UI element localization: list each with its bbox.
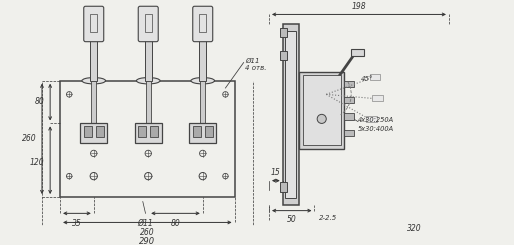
Bar — [135, 123, 162, 143]
Text: 45°: 45° — [361, 76, 373, 82]
Bar — [351, 49, 364, 56]
Text: 35: 35 — [72, 219, 82, 228]
FancyBboxPatch shape — [138, 6, 158, 42]
Text: 198: 198 — [352, 2, 366, 11]
Bar — [280, 183, 287, 192]
Bar — [283, 24, 299, 205]
Text: 80: 80 — [35, 97, 45, 106]
Bar — [193, 126, 201, 137]
Text: 260: 260 — [140, 228, 155, 237]
Bar — [280, 51, 287, 60]
Text: 50: 50 — [287, 215, 297, 224]
Bar — [199, 13, 206, 32]
Bar — [303, 75, 341, 145]
Bar — [344, 81, 354, 87]
Bar — [200, 81, 206, 126]
Bar — [189, 123, 216, 143]
Bar — [80, 123, 107, 143]
Bar — [199, 40, 206, 81]
Bar — [150, 126, 158, 137]
Bar — [299, 72, 344, 149]
Text: 5x30:400A: 5x30:400A — [358, 126, 394, 132]
Bar — [60, 81, 234, 197]
Text: 15: 15 — [270, 168, 280, 177]
Text: 4 отв.: 4 отв. — [245, 65, 267, 71]
Bar — [366, 116, 377, 122]
FancyBboxPatch shape — [84, 6, 104, 42]
Text: 120: 120 — [30, 158, 45, 167]
Bar — [370, 74, 380, 80]
FancyBboxPatch shape — [193, 6, 213, 42]
Bar — [96, 126, 104, 137]
Bar — [144, 13, 152, 32]
Text: 290: 290 — [139, 237, 155, 245]
Bar — [145, 81, 151, 126]
Bar — [280, 28, 287, 37]
Bar — [285, 31, 296, 198]
Text: 80: 80 — [171, 219, 180, 228]
Text: 320: 320 — [407, 224, 421, 233]
Ellipse shape — [82, 78, 105, 84]
Bar — [373, 95, 383, 101]
Circle shape — [317, 114, 326, 123]
Bar — [84, 126, 92, 137]
Bar — [344, 97, 354, 103]
Bar — [205, 126, 213, 137]
Text: Ø11: Ø11 — [245, 58, 260, 64]
Text: 260: 260 — [22, 134, 36, 143]
Ellipse shape — [136, 78, 160, 84]
Bar — [90, 40, 97, 81]
Bar — [90, 13, 97, 32]
Bar — [344, 113, 354, 120]
Text: 2-2.5: 2-2.5 — [319, 215, 337, 221]
Text: 4x30:250A: 4x30:250A — [358, 117, 394, 122]
Ellipse shape — [191, 78, 214, 84]
Bar — [144, 40, 152, 81]
Text: Ø11: Ø11 — [138, 219, 153, 228]
Bar — [138, 126, 146, 137]
Bar — [344, 130, 354, 136]
Bar — [91, 81, 97, 126]
